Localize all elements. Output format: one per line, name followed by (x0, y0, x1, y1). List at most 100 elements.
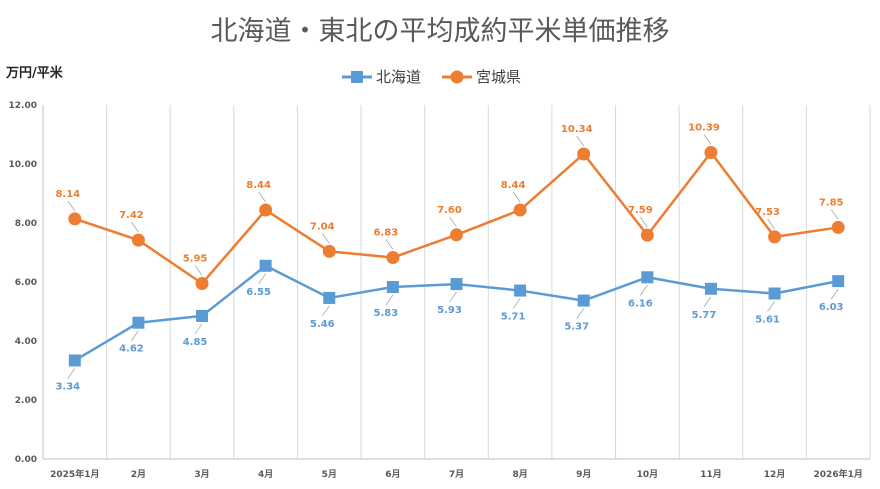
leader-line (385, 294, 394, 306)
data-point (768, 287, 781, 300)
data-point (450, 228, 463, 242)
data-label: 5.77 (692, 310, 717, 321)
data-point (259, 259, 272, 272)
data-label: 5.37 (564, 322, 589, 333)
data-point (704, 282, 717, 295)
data-label: 3.34 (55, 381, 80, 392)
data-point (259, 203, 273, 217)
data-point (68, 354, 81, 367)
data-point (641, 271, 654, 284)
data-label: 8.14 (55, 189, 80, 200)
data-point (577, 147, 591, 161)
chart-legend: 北海道 宮城県 (342, 68, 521, 86)
x-tick-label: 10月 (637, 469, 659, 480)
data-point (196, 309, 209, 322)
leader-line (131, 330, 139, 341)
data-point (831, 220, 845, 234)
leader-line (131, 221, 139, 233)
y-tick-label: 10.00 (9, 160, 37, 170)
axes (42, 105, 870, 460)
y-tick-label: 8.00 (15, 219, 37, 229)
data-point (577, 294, 590, 307)
data-point (640, 228, 654, 242)
leader-line (640, 285, 648, 296)
leader-line (767, 218, 775, 230)
legend-marker-hokkaido (351, 71, 363, 83)
data-point (832, 275, 845, 288)
data-label: 5.83 (374, 308, 399, 319)
data-label: 5.71 (501, 312, 526, 323)
data-point (386, 251, 400, 265)
leader-line (258, 273, 266, 285)
leader-line (67, 200, 76, 212)
leader-line (321, 305, 330, 317)
data-label: 7.85 (819, 197, 844, 208)
data-point (131, 233, 145, 247)
leader-line (576, 135, 585, 147)
leader-line (576, 308, 585, 319)
leader-line (703, 134, 712, 145)
leader-line (449, 216, 457, 228)
x-tick-label: 6月 (385, 469, 400, 480)
data-label: 8.44 (501, 180, 526, 191)
x-tick-labels: 2025年1月 2月 3月 4月 5月 6月 7月 8月 9月 10月 11月 12月 2026年1月 (50, 468, 863, 480)
y-tick-label: 12.00 (9, 101, 37, 111)
y-tick-label: 4.00 (15, 337, 37, 347)
data-label: 7.60 (437, 205, 462, 216)
data-point (68, 212, 82, 226)
series-hokkaido: 3.34 4.62 4.85 6.55 5.46 5.83 5.93 5.71 5.37 6.16… (55, 259, 845, 392)
x-tick-label: 4月 (258, 469, 273, 480)
x-tick-label: 2月 (131, 469, 146, 480)
data-label: 6.55 (246, 287, 271, 298)
leader-line (640, 216, 648, 228)
data-label: 4.62 (119, 344, 144, 355)
data-label: 4.85 (183, 337, 208, 348)
leader-line (67, 368, 76, 379)
leader-line (703, 296, 712, 308)
data-label: 5.61 (755, 315, 780, 326)
leader-line (512, 191, 521, 203)
leader-line (194, 265, 203, 276)
data-point (322, 244, 336, 258)
data-point (386, 281, 399, 294)
leader-line (258, 191, 266, 203)
data-label: 6.16 (628, 298, 653, 309)
x-tick-label: 2026年1月 (814, 468, 863, 480)
leader-line (385, 239, 394, 250)
leader-line (512, 298, 521, 309)
data-point (513, 203, 527, 217)
data-label: 7.59 (628, 205, 653, 216)
series-layer: 3.34 4.62 4.85 6.55 5.46 5.83 5.93 5.71 5.37 6.16… (55, 122, 845, 392)
series-miyagi: 8.14 7.42 5.95 8.44 7.04 6.83 7.60 8.44 10.34 7.5… (55, 122, 845, 290)
data-point (514, 284, 527, 297)
y-axis-unit-label: 万円/平米 (5, 65, 64, 81)
data-point (450, 278, 463, 291)
data-point (704, 145, 718, 159)
data-label: 7.04 (310, 221, 335, 232)
data-point (323, 291, 336, 304)
data-label: 7.53 (755, 207, 780, 218)
legend-marker-miyagi (450, 70, 464, 84)
x-tick-label: 7月 (449, 469, 464, 480)
x-tick-label: 3月 (194, 469, 209, 480)
legend-label-miyagi: 宮城県 (476, 68, 521, 86)
leader-line (321, 233, 330, 244)
data-label: 6.03 (819, 302, 844, 313)
x-tick-label: 11月 (700, 469, 722, 480)
data-label: 6.83 (374, 228, 399, 239)
y-tick-label: 6.00 (15, 278, 37, 288)
leader-line (767, 301, 775, 312)
data-point (132, 316, 145, 329)
y-tick-label: 2.00 (15, 396, 37, 406)
x-tick-label: 2025年1月 (50, 468, 99, 480)
data-label: 10.39 (688, 122, 720, 133)
legend-label-hokkaido: 北海道 (376, 68, 421, 86)
data-point (195, 276, 209, 290)
data-label: 10.34 (561, 124, 593, 135)
x-tick-label: 8月 (512, 469, 527, 480)
data-label: 8.44 (246, 180, 271, 191)
leader-line (194, 323, 203, 335)
data-label: 5.93 (437, 305, 462, 316)
chart-title: 北海道・東北の平均成約平米単価推移 (211, 16, 670, 47)
